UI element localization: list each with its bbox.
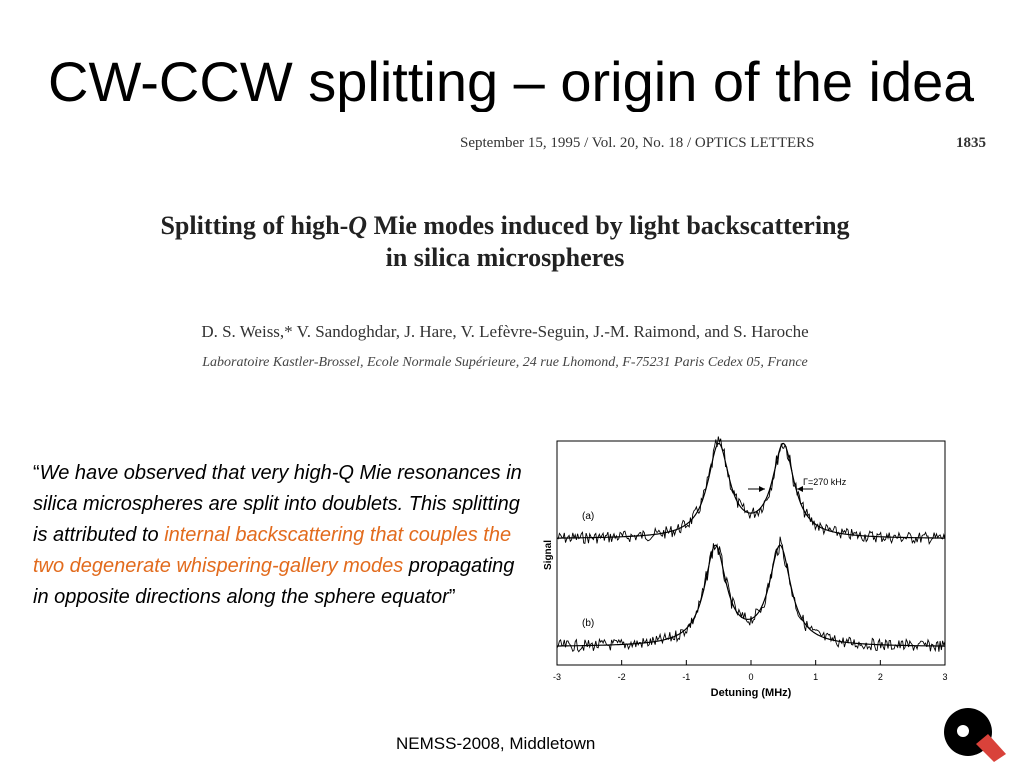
x-tick-label: -1 xyxy=(682,672,690,682)
plot-frame xyxy=(556,440,946,666)
paper-title: Splitting of high-Q Mie modes induced by… xyxy=(20,210,990,274)
slide-footer: NEMSS-2008, Middletown xyxy=(396,734,596,753)
series-b-label: (b) xyxy=(582,618,594,629)
x-tick-label: 1 xyxy=(813,672,818,682)
x-tick-label: 2 xyxy=(878,672,883,682)
journal-citation: September 15, 1995 / Vol. 20, No. 18 / O… xyxy=(460,135,815,151)
x-tick-label: 3 xyxy=(942,672,947,682)
paper-title-q: Q xyxy=(348,211,368,240)
linewidth-annotation: Γ=270 kHz xyxy=(748,477,847,492)
fit-curve xyxy=(557,442,945,539)
measured-trace xyxy=(556,536,946,653)
quote-text-after: propagating in opposite directions along… xyxy=(33,555,515,608)
x-tick-label: -3 xyxy=(553,672,561,682)
measured-trace xyxy=(556,436,946,545)
quote-close-mark: ” xyxy=(448,586,456,608)
x-axis-ticks: -3 -2 -1 0 1 2 3 xyxy=(553,660,948,682)
x-tick-label: 0 xyxy=(748,672,753,682)
paper-title-part2: Mie modes induced by light backscatterin… xyxy=(367,211,850,240)
quote-text-before: We have observed that very high-Q Mie re… xyxy=(33,462,522,546)
journal-header: September 15, 1995 / Vol. 20, No. 18 / O… xyxy=(460,135,986,152)
chart-traces xyxy=(556,436,946,653)
paper-title-line2: in silica microspheres xyxy=(385,243,625,272)
slide-title: CW-CCW splitting – origin of the idea xyxy=(48,52,975,112)
paper-title-part1: Splitting of high- xyxy=(160,211,349,240)
x-axis-label: Detuning (MHz) xyxy=(711,687,792,699)
quote-open-mark: “ xyxy=(33,462,40,484)
page-number: 1835 xyxy=(956,135,986,151)
x-tick-label: -2 xyxy=(618,672,626,682)
linewidth-label: Γ=270 kHz xyxy=(803,477,847,487)
paper-authors: D. S. Weiss,* V. Sandoghdar, J. Hare, V.… xyxy=(201,322,809,341)
fit-curve xyxy=(557,544,945,647)
spectrum-chart: -3 -2 -1 0 1 2 3 Γ=270 kHz (a) (b) Signal Detu… xyxy=(543,436,948,699)
quote-highlight: internal backscattering that couples the… xyxy=(33,524,512,577)
q-logo-icon xyxy=(944,708,1006,762)
paper-affiliation: Laboratoire Kastler-Brossel, Ecole Norma… xyxy=(202,355,808,370)
series-a-label: (a) xyxy=(582,511,594,522)
y-axis-label: Signal xyxy=(543,540,554,570)
quote-block: “We have observed that very high-Q Mie r… xyxy=(33,458,523,613)
